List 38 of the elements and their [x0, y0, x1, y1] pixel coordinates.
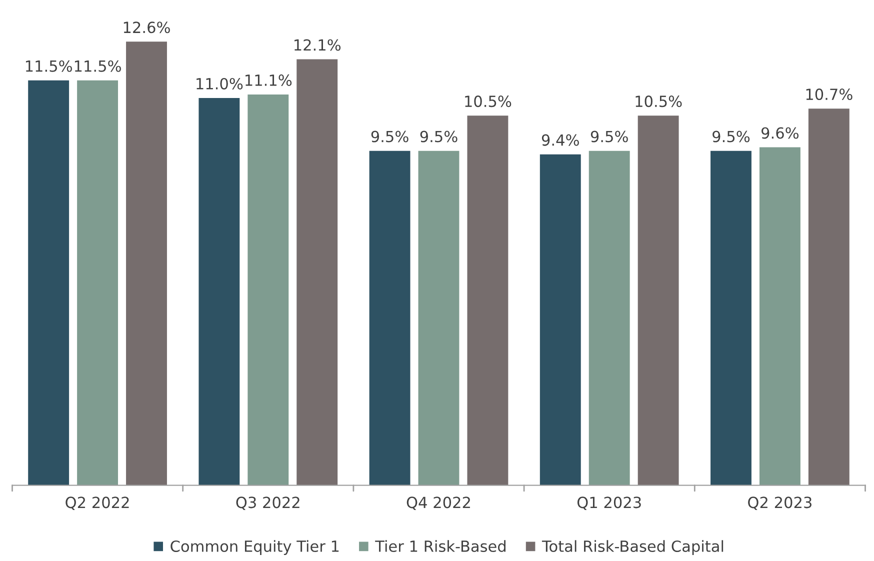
bar [540, 154, 581, 486]
data-label: 10.5% [636, 96, 682, 108]
bar [369, 150, 410, 486]
data-label: 11.5% [74, 60, 121, 72]
data-label: 11.1% [246, 74, 292, 86]
bar [759, 147, 800, 486]
bar [296, 59, 338, 486]
legend-label: Common Equity Tier 1 [170, 540, 339, 555]
x-tick-label: Q2 2023 [748, 496, 812, 510]
bar [808, 108, 850, 486]
data-label: 9.6% [762, 127, 799, 139]
bar [418, 150, 460, 486]
data-label: 9.5% [371, 130, 408, 142]
x-tick-label: Q2 2022 [66, 496, 129, 510]
data-label: 11.5% [26, 60, 72, 72]
data-label: 9.5% [712, 130, 750, 142]
data-label: 11.0% [196, 78, 243, 90]
data-label: 12.1% [294, 39, 341, 51]
bar [77, 80, 118, 486]
bar [467, 116, 508, 486]
data-label: 9.5% [590, 130, 628, 142]
data-label: 12.6% [124, 22, 170, 34]
legend-label: Tier 1 Risk-Based [375, 540, 506, 552]
bar [248, 94, 289, 486]
data-label: 10.7% [806, 88, 852, 100]
data-label: 9.4% [542, 134, 579, 146]
data-label: 10.5% [465, 96, 512, 108]
bar [198, 98, 240, 486]
data-label: 9.5% [420, 130, 458, 142]
bar [588, 150, 630, 486]
bar [638, 116, 679, 486]
bar [710, 150, 752, 486]
x-tick-label: Q3 2022 [236, 496, 300, 510]
legend-label: Total Risk-Based Capital [542, 540, 724, 555]
bar [126, 42, 167, 486]
x-tick-label: Q1 2023 [577, 496, 641, 510]
x-tick-label: Q4 2022 [406, 496, 470, 510]
bar [28, 80, 70, 486]
